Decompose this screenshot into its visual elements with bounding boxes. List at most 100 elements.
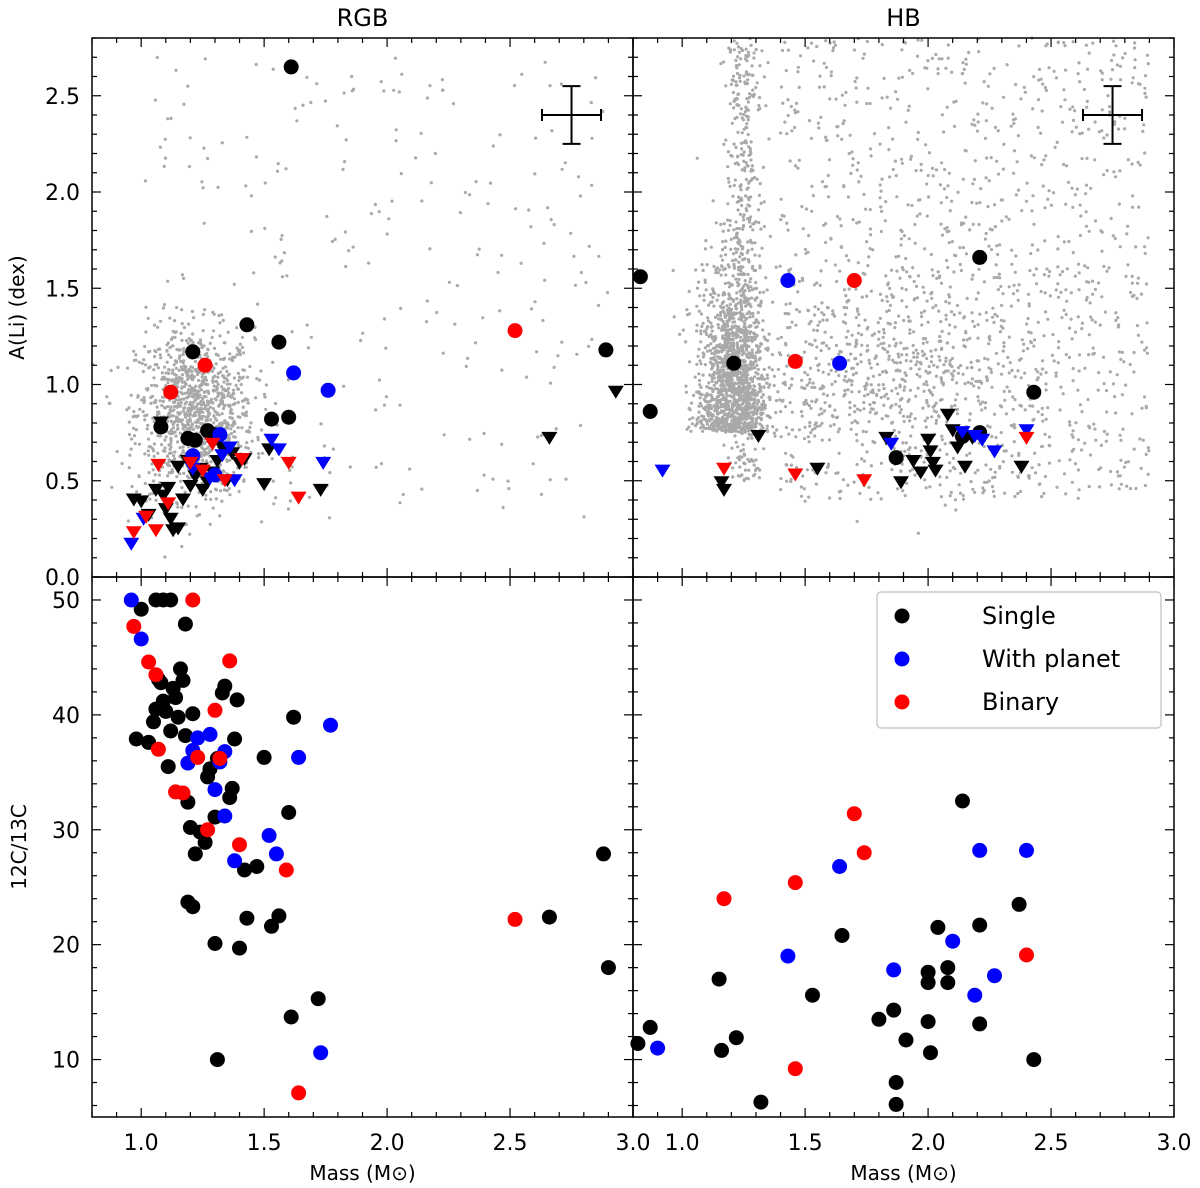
field-star-point xyxy=(1126,263,1130,267)
field-star-point xyxy=(382,89,386,93)
field-star-point xyxy=(203,57,207,61)
field-star-point xyxy=(1144,406,1148,410)
field-star-point xyxy=(786,113,790,118)
field-star-point xyxy=(882,341,886,345)
field-star-point xyxy=(911,266,915,270)
field-star-point xyxy=(774,265,778,269)
field-star-point xyxy=(1100,129,1104,133)
field-star-point xyxy=(890,293,894,297)
field-star-point xyxy=(911,425,915,429)
field-star-point xyxy=(746,422,750,426)
field-star-point xyxy=(189,419,193,423)
field-star-point xyxy=(1116,316,1120,320)
field-star-point xyxy=(188,384,192,388)
field-star-point xyxy=(140,398,144,402)
field-star-point xyxy=(1091,41,1095,45)
field-star-point xyxy=(132,434,137,438)
field-star-point xyxy=(1121,427,1125,431)
field-star-point xyxy=(257,452,261,456)
field-star-point xyxy=(180,486,184,490)
field-star-point xyxy=(286,507,291,511)
field-star-point xyxy=(756,372,760,376)
field-star-point xyxy=(1078,403,1082,407)
field-star-point xyxy=(904,120,908,124)
field-star-point xyxy=(207,451,211,455)
field-star-point xyxy=(710,427,714,431)
field-star-point xyxy=(184,365,188,369)
field-star-point xyxy=(894,434,898,438)
field-star-point xyxy=(715,266,720,270)
field-star-point xyxy=(728,309,733,313)
field-star-point xyxy=(709,293,713,297)
field-star-point xyxy=(836,125,840,129)
field-star-point xyxy=(740,198,744,202)
field-star-point xyxy=(290,465,294,469)
field-star-point xyxy=(906,415,910,419)
field-star-point xyxy=(727,281,731,285)
field-star-point xyxy=(1010,454,1014,458)
field-star-point xyxy=(232,397,236,401)
field-star-point xyxy=(820,311,824,315)
field-star-point xyxy=(972,177,977,181)
field-star-point xyxy=(742,399,746,403)
field-star-point xyxy=(759,342,763,346)
field-star-point xyxy=(781,381,785,385)
field-star-point xyxy=(330,239,335,244)
field-star-point xyxy=(747,289,752,293)
field-star-point xyxy=(1088,453,1093,457)
field-star-point xyxy=(877,337,881,341)
field-star-point xyxy=(907,237,911,241)
field-star-point xyxy=(976,359,981,363)
field-star-point xyxy=(1016,369,1020,373)
field-star-point xyxy=(912,330,916,334)
field-star-point xyxy=(473,341,478,345)
field-star-point xyxy=(909,154,914,158)
field-star-point xyxy=(158,145,162,149)
field-star-point xyxy=(243,465,247,469)
field-star-point xyxy=(148,492,152,496)
field-star-point xyxy=(172,400,177,404)
field-star-point xyxy=(1115,470,1120,474)
field-star-point xyxy=(945,341,949,345)
field-star-point xyxy=(798,310,802,314)
field-star-point xyxy=(496,270,500,275)
field-star-point xyxy=(1060,120,1065,124)
field-star-point xyxy=(776,337,780,341)
field-star-point xyxy=(1031,404,1035,408)
field-star-point xyxy=(244,397,248,401)
field-star-point xyxy=(1047,461,1052,465)
field-star-point xyxy=(741,414,746,418)
field-star-point xyxy=(720,264,724,269)
field-star-point xyxy=(739,335,743,339)
field-star-point xyxy=(219,370,223,374)
field-star-point xyxy=(832,423,836,427)
field-star-point xyxy=(929,252,933,257)
field-star-point xyxy=(744,304,748,308)
field-star-point xyxy=(143,481,147,486)
field-star-point xyxy=(815,281,819,285)
field-star-point xyxy=(738,255,742,259)
field-star-point xyxy=(1030,209,1034,213)
field-star-point xyxy=(730,283,734,287)
field-star-point xyxy=(1071,429,1075,433)
field-star-point xyxy=(996,362,1000,366)
field-star-point xyxy=(1047,443,1051,447)
field-star-point xyxy=(829,237,833,241)
field-star-point xyxy=(576,175,581,179)
field-star-point xyxy=(1103,310,1107,314)
field-star-point xyxy=(737,301,741,305)
field-star-point xyxy=(1135,296,1139,301)
field-star-point xyxy=(1119,357,1123,361)
field-star-point xyxy=(227,423,231,427)
field-star-point xyxy=(1032,222,1036,226)
field-star-point xyxy=(1091,292,1095,296)
field-star-point xyxy=(881,346,885,350)
field-star-point xyxy=(699,312,704,316)
field-star-point xyxy=(703,280,707,284)
field-star-point xyxy=(1074,125,1078,129)
field-star-point xyxy=(1010,470,1015,474)
field-star-point xyxy=(233,435,237,439)
field-star-point xyxy=(820,438,824,442)
field-star-point xyxy=(1000,372,1004,376)
field-star-point xyxy=(722,443,726,447)
